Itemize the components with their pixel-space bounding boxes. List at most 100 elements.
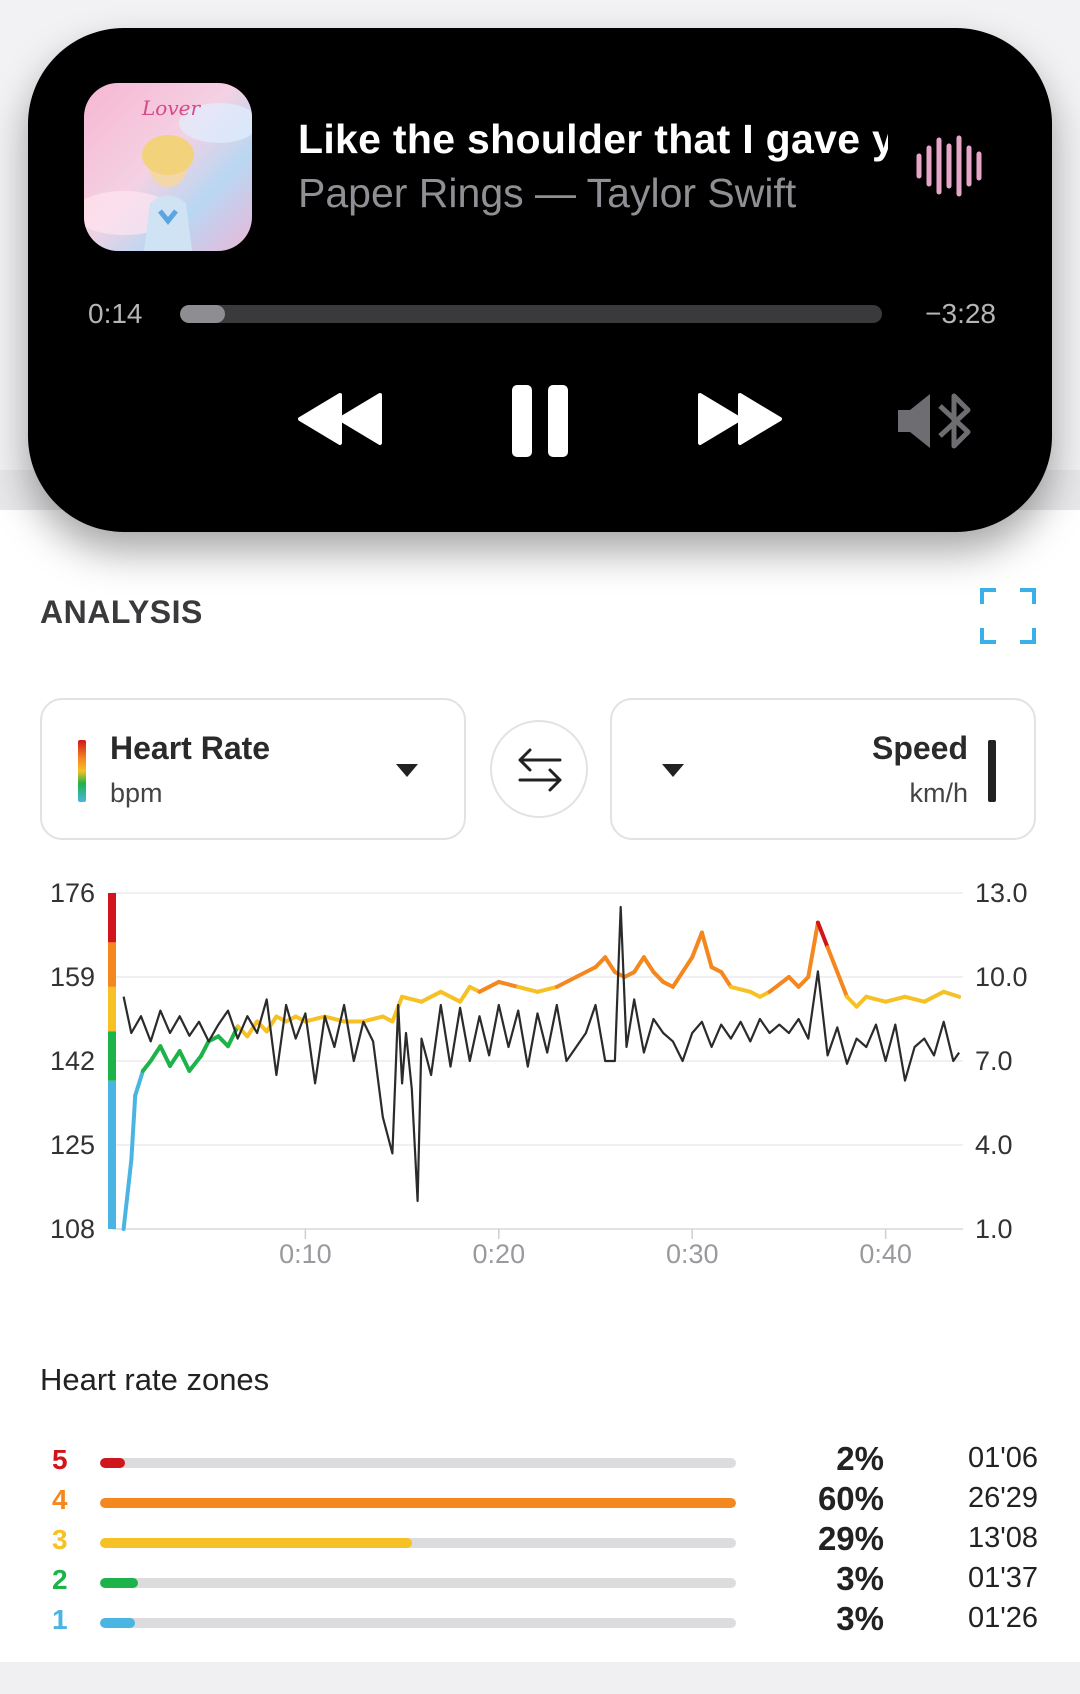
heart-rate-segment (593, 955, 608, 970)
heart-rate-segment (133, 1068, 145, 1098)
heart-rate-segment (719, 970, 733, 989)
heart-rate-segment (699, 930, 714, 970)
heart-rate-segment (477, 979, 501, 994)
zone-percent: 60% (817, 1480, 884, 1517)
time-elapsed: 0:14 (88, 298, 143, 329)
heart-rate-segment (632, 955, 646, 975)
zone-time: 26'29 (967, 1482, 1038, 1514)
heart-rate-segment (303, 1014, 327, 1024)
heart-rate-segment (264, 1014, 279, 1034)
zone-percent: 2% (836, 1440, 884, 1477)
time-remaining: −3:28 (925, 298, 996, 329)
fast-forward-icon[interactable] (696, 391, 782, 447)
heart-rate-segment (129, 1093, 138, 1162)
heart-rate-segment (670, 970, 685, 989)
heart-rate-segment (835, 970, 849, 999)
zone-bar-track (100, 1498, 736, 1508)
waveform-icon[interactable] (913, 126, 985, 206)
zone-bar-track (100, 1538, 736, 1548)
y-right-tick-label: 13.0 (975, 878, 1028, 908)
zone-time: 13'08 (967, 1522, 1038, 1554)
zone-percent: 3% (836, 1600, 884, 1637)
heart-rate-segment (216, 1034, 231, 1049)
heart-rate-segment (226, 1024, 240, 1049)
zone-bar-fill (100, 1458, 126, 1468)
heart-rate-segment (574, 965, 598, 979)
heart-rate-segment (603, 955, 617, 975)
heart-rate-segment (458, 984, 472, 1004)
speaker-bluetooth-icon[interactable] (894, 388, 980, 454)
heart-rate-segment (361, 1014, 385, 1024)
song-artist-line: Paper Rings — Taylor Swift (298, 170, 797, 216)
metric-selector-left[interactable]: Heart Rate bpm (40, 698, 466, 840)
heart-rate-segment (825, 945, 840, 975)
y-right-tick-label: 4.0 (975, 1130, 1013, 1160)
heart-rate-segment (641, 955, 656, 975)
heart-rate-segment (140, 1059, 153, 1073)
zone-bar-fill (100, 1498, 736, 1508)
heart-rate-segment (815, 920, 830, 950)
speed-series-swatch (988, 740, 996, 802)
swap-arrows-icon (518, 748, 562, 792)
heart-rate-segment (796, 975, 811, 989)
pause-icon[interactable] (510, 383, 570, 459)
background-bottom (0, 1662, 1080, 1694)
heart-rate-segment (187, 1054, 203, 1073)
playback-progress-fill (180, 305, 225, 323)
metric-selector-right[interactable]: Speed km/h (610, 698, 1036, 840)
zone-band-3 (108, 986, 116, 1032)
y-left-tick-label: 125 (50, 1130, 95, 1160)
heart-rate-segment (438, 989, 463, 1004)
x-tick-label: 0:10 (279, 1239, 332, 1269)
heart-rate-segment (844, 994, 859, 1009)
zone-percent: 3% (836, 1560, 884, 1597)
heart-rate-segment (941, 989, 962, 999)
zone-gradient-icon (78, 740, 86, 802)
zone-number: 2 (52, 1564, 68, 1595)
playback-progress-bar[interactable] (180, 305, 882, 323)
chevron-down-icon[interactable] (396, 764, 418, 777)
y-right-tick-label: 7.0 (975, 1046, 1013, 1076)
heart-rate-segment (690, 930, 704, 960)
zone-number: 1 (52, 1604, 68, 1635)
heart-rate-segment (767, 975, 791, 994)
x-tick-label: 0:30 (666, 1239, 719, 1269)
heart-rate-segment (535, 984, 559, 994)
zone-number: 3 (52, 1524, 68, 1555)
zone-row: 5 2% 01'06 (0, 1440, 1080, 1484)
y-left-tick-label: 159 (50, 962, 95, 992)
heart-rate-segment (883, 994, 907, 1004)
x-tick-label: 0:20 (473, 1239, 526, 1269)
zone-band-2 (108, 1031, 116, 1081)
y-left-tick-label: 142 (50, 1046, 95, 1076)
heart-rate-segment (864, 994, 888, 1004)
heart-rate-segment (419, 989, 443, 1004)
media-player[interactable]: Lover Like the shoulder that I gave y Pa… (28, 28, 1052, 532)
swap-metrics-button[interactable] (490, 720, 588, 818)
rewind-icon[interactable] (298, 391, 384, 447)
heart-rate-segment (148, 1044, 163, 1063)
heart-rate-segment (680, 955, 695, 975)
analysis-chart[interactable]: 176 159 142 125 108 13.0 10.0 7.0 4.0 1.0 0:10 0:20… (0, 860, 1080, 1280)
y-left-tick-label: 176 (50, 878, 95, 908)
album-art[interactable]: Lover (84, 83, 252, 251)
zone-bar-track (100, 1458, 736, 1468)
heart-rate-segment (400, 994, 424, 1004)
zone-bar-fill (100, 1578, 139, 1588)
heart-rate-segment (245, 1019, 260, 1039)
y-left-tick-label: 108 (50, 1214, 95, 1244)
heart-rate-segment (786, 975, 801, 989)
heart-rate-segment (922, 989, 946, 1004)
zone-row: 4 60% 26'29 (0, 1480, 1080, 1524)
heart-rate-segment (177, 1049, 192, 1073)
zone-row: 3 29% 13'08 (0, 1520, 1080, 1564)
zone-time: 01'06 (967, 1442, 1038, 1474)
expand-icon[interactable] (980, 588, 1036, 644)
heart-rate-segment (496, 979, 521, 989)
zone-time: 01'26 (967, 1602, 1038, 1634)
zone-time: 01'37 (967, 1562, 1038, 1594)
right-metric-title: Speed (871, 730, 968, 766)
left-metric-unit: bpm (110, 778, 163, 808)
y-right-tick-label: 10.0 (975, 962, 1028, 992)
chevron-down-icon[interactable] (662, 764, 684, 777)
